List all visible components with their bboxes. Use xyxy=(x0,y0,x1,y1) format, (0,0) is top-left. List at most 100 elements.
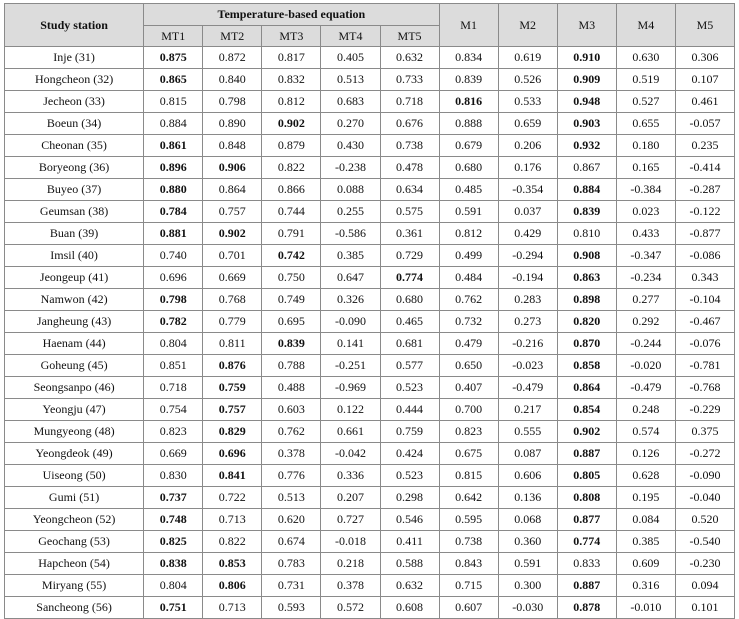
value-cell: 0.608 xyxy=(379,596,440,619)
value-cell: 0.141 xyxy=(320,332,381,355)
value-cell: 0.812 xyxy=(438,222,499,245)
column-header-m5: M5 xyxy=(674,3,736,47)
station-name-cell: Buyeo (37) xyxy=(3,178,145,201)
value-cell: 0.411 xyxy=(379,530,440,553)
value-cell: 0.696 xyxy=(202,442,263,465)
value-cell: 0.876 xyxy=(202,354,263,377)
value-cell: -0.020 xyxy=(615,354,676,377)
table-row: Namwon (42) 0.798 0.768 0.749 0.326 0.680 0.76… xyxy=(3,288,736,311)
station-name-cell: Seongsanpo (46) xyxy=(3,376,145,399)
table-row: Jecheon (33) 0.815 0.798 0.812 0.683 0.718 0.8… xyxy=(3,90,736,113)
station-name-cell: Haenam (44) xyxy=(3,332,145,355)
station-name-cell: Jeongeup (41) xyxy=(3,266,145,289)
value-cell: 0.867 xyxy=(556,156,617,179)
value-cell: 0.609 xyxy=(615,552,676,575)
value-cell: 0.378 xyxy=(261,442,322,465)
value-cell: -0.010 xyxy=(615,596,676,619)
value-cell: 0.273 xyxy=(497,310,558,333)
value-cell: 0.822 xyxy=(202,530,263,553)
table-row: Buan (39) 0.881 0.902 0.791 -0.586 0.361 0.812… xyxy=(3,222,736,245)
value-cell: -0.229 xyxy=(674,398,736,421)
value-cell: 0.737 xyxy=(143,486,204,509)
value-cell: 0.908 xyxy=(556,244,617,267)
value-cell: 0.759 xyxy=(379,420,440,443)
value-cell: 0.903 xyxy=(556,112,617,135)
value-cell: 0.405 xyxy=(320,46,381,69)
value-cell: 0.461 xyxy=(674,90,736,113)
table-row: Miryang (55) 0.804 0.806 0.731 0.378 0.632 0.7… xyxy=(3,574,736,597)
value-cell: 0.851 xyxy=(143,354,204,377)
value-cell: 0.669 xyxy=(202,266,263,289)
value-cell: 0.292 xyxy=(615,310,676,333)
station-name-cell: Jecheon (33) xyxy=(3,90,145,113)
value-cell: 0.575 xyxy=(379,200,440,223)
value-cell: 0.858 xyxy=(556,354,617,377)
value-cell: 0.088 xyxy=(320,178,381,201)
station-name-cell: Jangheung (43) xyxy=(3,310,145,333)
value-cell: 0.068 xyxy=(497,508,558,531)
value-cell: -0.090 xyxy=(320,310,381,333)
value-cell: 0.750 xyxy=(261,266,322,289)
value-cell: 0.165 xyxy=(615,156,676,179)
temperature-equation-group-header: Temperature-based equation xyxy=(143,3,440,26)
value-cell: 0.888 xyxy=(438,112,499,135)
value-cell: 0.896 xyxy=(143,156,204,179)
value-cell: 0.620 xyxy=(261,508,322,531)
value-cell: 0.700 xyxy=(438,398,499,421)
value-cell: -0.294 xyxy=(497,244,558,267)
value-cell: 0.718 xyxy=(143,376,204,399)
value-cell: 0.591 xyxy=(438,200,499,223)
value-cell: 0.217 xyxy=(497,398,558,421)
value-cell: 0.774 xyxy=(379,266,440,289)
value-cell: -0.023 xyxy=(497,354,558,377)
value-cell: 0.603 xyxy=(261,398,322,421)
value-cell: 0.316 xyxy=(615,574,676,597)
table-row: Boeun (34) 0.884 0.890 0.902 0.270 0.676 0.888… xyxy=(3,112,736,135)
value-cell: 0.533 xyxy=(497,90,558,113)
value-cell: -0.057 xyxy=(674,112,736,135)
value-cell: 0.830 xyxy=(143,464,204,487)
column-header-m2: M2 xyxy=(497,3,558,47)
value-cell: 0.126 xyxy=(615,442,676,465)
value-cell: 0.628 xyxy=(615,464,676,487)
value-cell: 0.084 xyxy=(615,508,676,531)
value-cell: 0.218 xyxy=(320,552,381,575)
station-name-cell: Hongcheon (32) xyxy=(3,68,145,91)
station-results-table: Study station Temperature-based equation… xyxy=(3,3,736,619)
station-name-cell: Namwon (42) xyxy=(3,288,145,311)
value-cell: 0.875 xyxy=(143,46,204,69)
value-cell: 0.762 xyxy=(261,420,322,443)
value-cell: 0.783 xyxy=(261,552,322,575)
value-cell: 0.527 xyxy=(615,90,676,113)
column-header-mt2: MT2 xyxy=(202,25,263,47)
value-cell: 0.740 xyxy=(143,244,204,267)
value-cell: 0.834 xyxy=(438,46,499,69)
value-cell: -0.040 xyxy=(674,486,736,509)
value-cell: 0.546 xyxy=(379,508,440,531)
table-row: Jangheung (43) 0.782 0.779 0.695 -0.090 0.465… xyxy=(3,310,736,333)
value-cell: 0.591 xyxy=(497,552,558,575)
value-cell: 0.679 xyxy=(438,134,499,157)
value-cell: 0.729 xyxy=(379,244,440,267)
value-cell: 0.910 xyxy=(556,46,617,69)
value-cell: 0.675 xyxy=(438,442,499,465)
value-cell: 0.779 xyxy=(202,310,263,333)
value-cell: 0.430 xyxy=(320,134,381,157)
value-cell: 0.650 xyxy=(438,354,499,377)
value-cell: 0.424 xyxy=(379,442,440,465)
value-cell: 0.774 xyxy=(556,530,617,553)
value-cell: 0.757 xyxy=(202,398,263,421)
value-cell: 0.825 xyxy=(143,530,204,553)
value-cell: 0.738 xyxy=(438,530,499,553)
value-cell: -0.086 xyxy=(674,244,736,267)
value-cell: 0.572 xyxy=(320,596,381,619)
value-cell: 0.248 xyxy=(615,398,676,421)
value-cell: 0.713 xyxy=(202,508,263,531)
value-cell: 0.838 xyxy=(143,552,204,575)
value-cell: 0.343 xyxy=(674,266,736,289)
value-cell: 0.180 xyxy=(615,134,676,157)
table-body: Inje (31) 0.875 0.872 0.817 0.405 0.632 0.834 0… xyxy=(3,46,736,619)
value-cell: 0.195 xyxy=(615,486,676,509)
value-cell: 0.822 xyxy=(261,156,322,179)
value-cell: 0.378 xyxy=(320,574,381,597)
